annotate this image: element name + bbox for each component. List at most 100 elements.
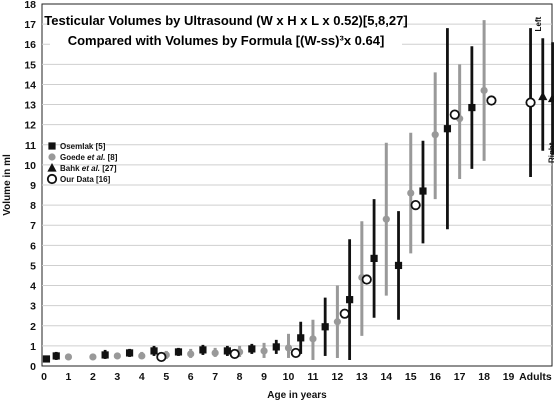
data-point [199,346,207,354]
data-point [223,347,231,355]
data-point [547,93,554,103]
y-tick-label: 10 [24,160,36,172]
legend-label-part: Bahk [60,164,82,173]
legend-label-part: Osemlak [5] [60,142,106,151]
x-tick-label: 19 [503,371,515,383]
data-point [284,344,293,352]
legend-marker [48,142,56,150]
data-point [101,351,109,359]
x-tick-label: 17 [454,371,466,383]
annotation-label: Left [534,16,543,31]
y-tick-label: 7 [30,220,36,232]
data-point [346,296,354,304]
x-tick-label: 10 [283,371,295,383]
y-tick-label: 4 [30,281,36,293]
x-tick-label: 9 [261,371,267,383]
legend-label-part: Goede [60,153,87,162]
annotation-label: Right [547,142,554,163]
title-box [50,9,402,51]
y-tick-label: 6 [30,240,36,252]
y-tick-label: 0 [30,361,36,373]
data-point [64,353,73,361]
x-tick-label: 5 [163,371,169,383]
data-point [486,95,497,106]
x-tick-label: 2 [90,371,96,383]
chart-title-line-1: Testicular Volumes by Ultrasound (W x H … [44,13,407,28]
data-point [42,355,51,363]
data-point [156,351,167,363]
data-point [382,215,390,223]
y-tick-label: 12 [24,120,36,132]
data-point [290,347,301,359]
y-tick-label: 5 [30,260,36,272]
y-tick-label: 14 [24,79,36,91]
data-point [449,109,460,120]
data-point [229,348,240,360]
x-axis-label: Age in years [267,390,327,401]
data-point [272,343,280,351]
data-point [419,187,427,195]
legend-label-part: Our Data [16] [60,175,111,184]
y-tick-label: 2 [30,321,36,333]
y-tick-label: 11 [25,140,36,152]
annotations: Left Right [534,16,554,163]
data-point [525,97,536,108]
y-tick-label: 16 [24,39,36,51]
x-tick-label: 8 [237,371,243,383]
y-tick-label: 8 [30,200,36,212]
y-tick-label: 3 [30,301,36,313]
x-tick-label: 3 [114,371,120,383]
y-tick-label: 17 [24,19,36,31]
legend-label-part: et al. [87,153,105,162]
legend-marker [46,173,58,185]
legend-label: Bahk et al. [27] [60,164,117,173]
data-markers [42,86,554,363]
x-tick-label: 1 [66,371,72,383]
x-tick-label: 16 [429,371,441,383]
data-point [370,254,378,263]
chart-title-line-2: Compared with Volumes by Formula [(W-ss)… [68,33,385,48]
x-tick-label: 15 [405,371,417,383]
data-point [321,323,329,331]
data-point [394,261,403,270]
data-point [309,335,317,343]
data-point [333,318,341,326]
data-point [150,347,158,355]
legend-label: Goede et al. [8] [60,153,118,162]
legend: Osemlak [5] Goede et al. [8] Bahk et al. [… [46,142,118,185]
data-point [211,349,219,357]
legend-label-part: et al. [82,164,100,173]
x-tick-label: 11 [307,371,318,383]
data-point [138,352,146,360]
x-tick-label: Adults [519,371,552,383]
data-point [125,349,134,357]
legend-marker [48,153,56,161]
x-tick-label: 12 [332,371,344,383]
data-point [297,334,305,342]
legend-marker [47,163,57,172]
x-tick-label: 13 [356,371,368,383]
y-tick-label: 9 [30,180,36,192]
data-point [410,200,421,211]
x-tick-label: 0 [41,371,47,383]
data-point [538,91,548,101]
data-point [260,347,268,355]
data-point [407,189,415,197]
x-tick-label: 14 [380,371,392,383]
data-point [468,103,476,112]
data-point [339,308,350,319]
legend-label-part: [27] [100,164,117,173]
legend-label-part: [8] [105,153,117,162]
y-axis-label: Volume in ml [2,154,13,216]
data-point [248,345,256,353]
legend-label: Osemlak [5] [60,142,106,151]
data-point [443,125,452,133]
y-tick-label: 15 [24,59,36,71]
y-tick-label: 18 [24,0,36,11]
y-tick-label: 13 [24,100,36,112]
x-tick-labels: 0 1 2 3 4 5 6 7 8 9 10 11 12 13 14 15 16 17 18 19 Adults [41,371,552,383]
data-point [480,86,488,95]
data-point [361,274,372,285]
